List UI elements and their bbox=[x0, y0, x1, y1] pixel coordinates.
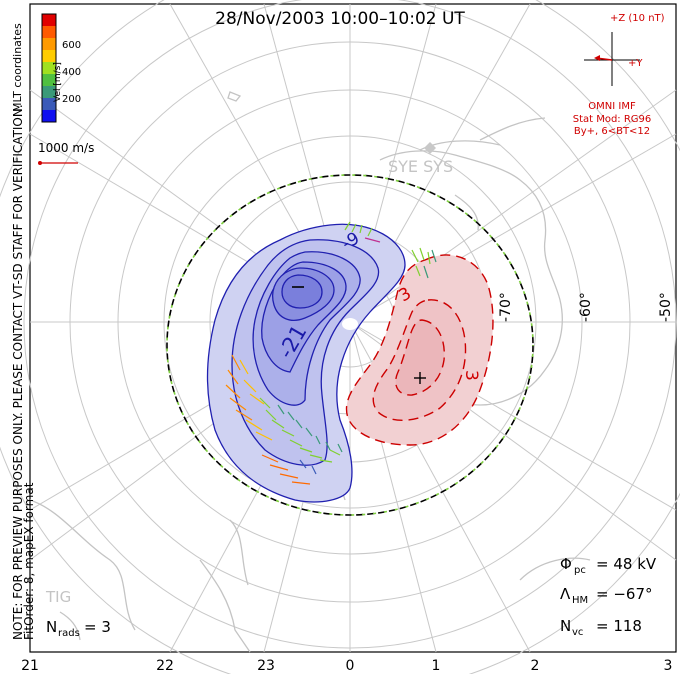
svg-text:= 48 kV: = 48 kV bbox=[596, 555, 657, 573]
fit-order: FitOrder: 8, mapEX format bbox=[22, 482, 36, 640]
svg-text:pc: pc bbox=[574, 565, 586, 576]
mlt-label-2: 2 bbox=[531, 658, 540, 674]
svg-text:= −67°: = −67° bbox=[596, 585, 653, 603]
map-title: 28/Nov/2003 10:00–10:02 UT bbox=[215, 9, 465, 29]
stat-phi-pc: Φ pc = 48 kV bbox=[560, 555, 657, 576]
station-marker bbox=[424, 142, 436, 154]
svg-text:N: N bbox=[560, 617, 571, 635]
imf-condition: By+, 6<BT<12 bbox=[574, 126, 650, 137]
mlt-label-0: 0 bbox=[346, 658, 355, 674]
imf-dial bbox=[584, 32, 640, 86]
stat-n-vc: N vc = 118 bbox=[560, 617, 642, 638]
svg-text:= 3: = 3 bbox=[84, 618, 111, 636]
latitude-label-50: -50° bbox=[658, 292, 674, 322]
preview-note: NOTE: FOR PREVIEW PURPOSES ONLY. PLEASE … bbox=[11, 104, 25, 640]
stat-lambda-hm: Λ HM = −67° bbox=[560, 585, 653, 606]
svg-text:HM: HM bbox=[572, 595, 588, 606]
model-boundary bbox=[166, 174, 534, 516]
contour-label-pos3-right: 3 bbox=[461, 370, 481, 381]
mlt-label-1: 1 bbox=[432, 658, 441, 674]
svg-text:N: N bbox=[46, 618, 57, 636]
colorbar-swatch bbox=[42, 110, 56, 123]
colorbar-title: Vel [m/s] bbox=[53, 62, 63, 102]
colorbar-swatch bbox=[42, 98, 56, 111]
colorbar-swatch bbox=[42, 38, 56, 51]
negative-convection-cell bbox=[206, 223, 406, 503]
station-sye-sys: SYE SYS bbox=[388, 157, 453, 176]
imf-z-label: +Z (10 nT) bbox=[610, 13, 665, 24]
svg-text:vc: vc bbox=[572, 627, 583, 638]
colorbar-tick-200: 200 bbox=[62, 94, 81, 105]
imf-y-label: +Y bbox=[628, 58, 643, 69]
colorbar-border bbox=[41, 13, 57, 123]
coordinate-system-label: MLT coordinates bbox=[11, 23, 24, 112]
svg-text:Λ: Λ bbox=[560, 585, 571, 603]
velocity-scale-label: 1000 m/s bbox=[38, 141, 94, 155]
colorbar-swatch bbox=[42, 74, 56, 87]
latitude-label-60: -60° bbox=[578, 292, 594, 322]
colorbar-tick-600: 600 bbox=[62, 40, 81, 51]
colorbar-swatch bbox=[42, 26, 56, 39]
velocity-vectors bbox=[225, 221, 437, 485]
latitude-label-70: -70° bbox=[498, 292, 514, 322]
svg-text:Φ: Φ bbox=[560, 555, 572, 573]
velocity-scale-dot bbox=[38, 161, 42, 165]
mlt-label-21: 21 bbox=[21, 658, 39, 674]
imf-source: OMNI IMF bbox=[588, 101, 636, 112]
positive-convection-cell bbox=[345, 254, 494, 446]
station-tig: TIG bbox=[45, 588, 71, 606]
mlt-label-23: 23 bbox=[257, 658, 275, 674]
mlt-label-22: 22 bbox=[156, 658, 174, 674]
velocity-colorbar bbox=[41, 13, 57, 123]
mlt-label-3: 3 bbox=[664, 658, 673, 674]
svg-text:rads: rads bbox=[58, 628, 80, 639]
colorbar-swatch bbox=[42, 86, 56, 99]
svg-text:= 118: = 118 bbox=[596, 617, 642, 635]
mlt-axis: 21 22 23 0 1 2 3 bbox=[21, 658, 672, 674]
stat-model: Stat Mod: RG96 bbox=[573, 114, 652, 125]
stat-n-rads: N rads = 3 bbox=[46, 618, 111, 639]
colorbar-swatch bbox=[42, 14, 56, 27]
colorbar-tick-400: 400 bbox=[62, 67, 81, 78]
pole-marker bbox=[342, 318, 358, 330]
colorbar-swatch bbox=[42, 50, 56, 63]
colorbar-swatch bbox=[42, 62, 56, 75]
maximum-potential-marker bbox=[414, 372, 426, 384]
